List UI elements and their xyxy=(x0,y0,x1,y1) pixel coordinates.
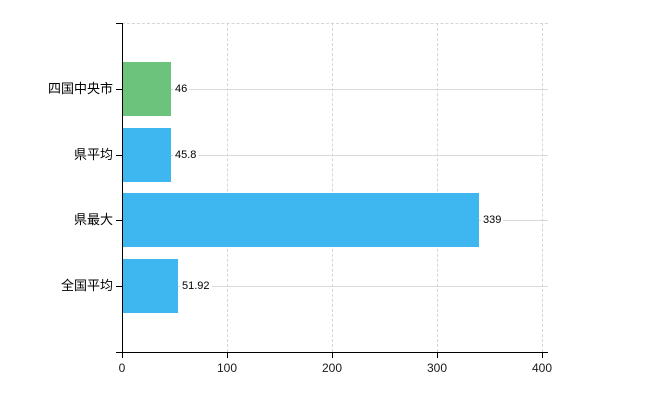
x-tick-label: 0 xyxy=(118,361,126,375)
v-gridline xyxy=(542,23,543,352)
y-axis-line xyxy=(122,23,123,352)
v-gridline xyxy=(437,23,438,352)
x-axis-tick xyxy=(332,352,333,358)
value-label: 339 xyxy=(481,213,504,227)
bar xyxy=(123,259,178,313)
v-gridline xyxy=(227,23,228,352)
h-gridline xyxy=(122,89,548,90)
x-axis-tick xyxy=(227,352,228,358)
x-axis-tick xyxy=(437,352,438,358)
value-label: 51.92 xyxy=(180,279,212,293)
x-tick-label: 200 xyxy=(321,361,343,375)
x-axis-tick xyxy=(542,352,543,358)
bar xyxy=(123,128,171,182)
category-label: 四国中央市 xyxy=(47,81,113,96)
y-axis-tick xyxy=(116,286,122,287)
value-label: 45.8 xyxy=(173,148,199,162)
y-axis-tick xyxy=(116,89,122,90)
category-label: 県最大 xyxy=(73,212,113,227)
category-label: 全国平均 xyxy=(60,278,113,293)
x-tick-label: 300 xyxy=(426,361,448,375)
y-axis-tick xyxy=(116,155,122,156)
value-label: 46 xyxy=(173,82,190,96)
bar xyxy=(123,62,171,116)
bar xyxy=(123,193,479,247)
h-gridline xyxy=(122,286,548,287)
v-gridline xyxy=(332,23,333,352)
h-gridline xyxy=(122,155,548,156)
plot-top-border xyxy=(122,23,548,24)
x-tick-label: 100 xyxy=(216,361,238,375)
x-axis-tick xyxy=(122,352,123,358)
category-label: 県平均 xyxy=(73,147,113,162)
y-axis-top-tick xyxy=(116,23,122,24)
x-tick-label: 400 xyxy=(531,361,553,375)
y-axis-tick xyxy=(116,220,122,221)
